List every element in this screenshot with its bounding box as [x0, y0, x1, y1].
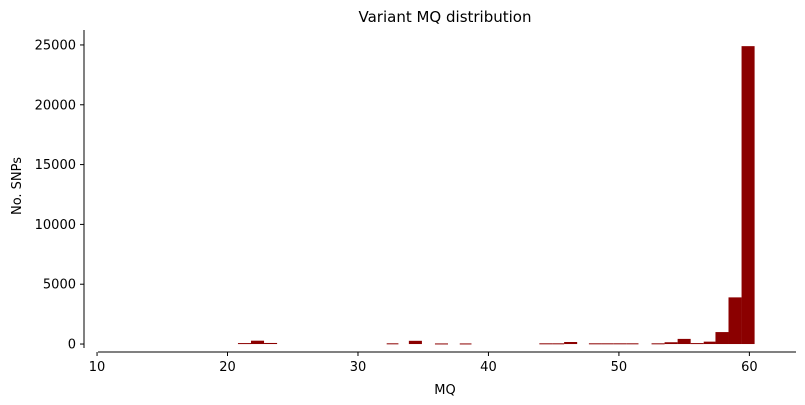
histogram-bar-1 — [250, 340, 265, 345]
histogram-bar-20 — [728, 297, 742, 345]
histogram-bar-21 — [741, 46, 755, 345]
x-tick-label-0: 10 — [89, 360, 106, 375]
histogram-bar-18 — [703, 341, 716, 345]
histogram-bar-0 — [237, 343, 251, 345]
y-tick-label-4: 20000 — [35, 98, 76, 113]
x-tick-label-3: 40 — [480, 360, 497, 375]
x-tick-label-5: 60 — [741, 360, 758, 375]
x-tick-label-4: 50 — [611, 360, 628, 375]
histogram-bar-4 — [408, 340, 422, 345]
x-axis-ticks: 10 20 30 40 50 60 — [89, 352, 758, 375]
histogram-bar-7 — [539, 343, 553, 345]
y-tick-label-0: 0 — [68, 338, 76, 353]
histogram-bar-16 — [677, 338, 691, 345]
y-axis-title: No. SNPs — [10, 157, 25, 215]
chart-title: Variant MQ distribution — [359, 8, 532, 26]
bars-group — [237, 46, 755, 345]
x-axis-title: MQ — [434, 383, 455, 398]
histogram-bar-13 — [626, 343, 639, 345]
histogram-bar-15 — [664, 342, 678, 345]
histogram-bar-2 — [264, 342, 278, 345]
y-tick-label-5: 25000 — [35, 38, 76, 53]
histogram-bar-3 — [386, 343, 399, 345]
y-tick-label-2: 10000 — [35, 218, 76, 233]
histogram-bar-9 — [564, 342, 578, 345]
histogram-bar-17 — [690, 343, 704, 345]
histogram-bar-14 — [651, 343, 665, 345]
histogram-bar-12 — [613, 343, 627, 345]
y-tick-label-1: 5000 — [43, 278, 76, 293]
histogram-bar-19 — [715, 332, 729, 345]
histogram-bar-6 — [459, 343, 472, 345]
y-axis-ticks: 0 5000 10000 15000 20000 25000 — [35, 38, 84, 353]
histogram-bar-5 — [434, 343, 449, 345]
histogram-bar-8 — [552, 343, 565, 345]
x-tick-label-2: 30 — [350, 360, 367, 375]
y-tick-label-3: 15000 — [35, 158, 76, 173]
histogram-bar-10 — [588, 343, 602, 345]
x-tick-label-1: 20 — [219, 360, 236, 375]
histogram-bar-11 — [601, 343, 614, 345]
